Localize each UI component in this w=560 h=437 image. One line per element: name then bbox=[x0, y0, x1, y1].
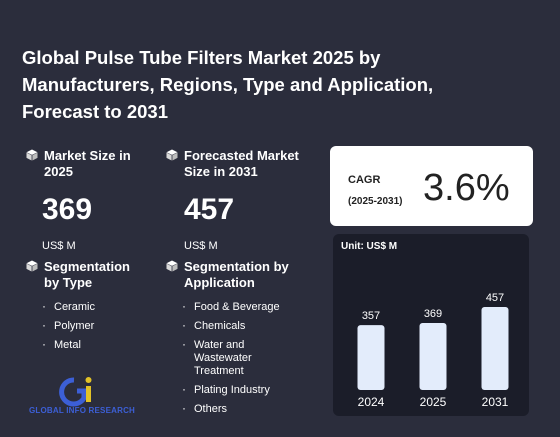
list-item: Ceramic bbox=[42, 300, 146, 314]
forecast-size-value: 457 bbox=[184, 193, 235, 226]
forecast-size-unit: US$ M bbox=[184, 240, 218, 252]
list-item: Water and Wastewater Treatment bbox=[182, 338, 304, 378]
chart-canvas: 357 2024 369 2025 457 2031 bbox=[357, 292, 509, 409]
cagr-label: CAGR bbox=[348, 174, 381, 186]
logo-text: GLOBAL INFO RESEARCH bbox=[28, 406, 136, 415]
market-size-label: Market Size in 2025 bbox=[44, 148, 131, 179]
segmentation-type-title: Segmentation by Type bbox=[44, 259, 130, 290]
bar-2031 bbox=[481, 307, 509, 390]
forecast-size-label: Forecasted Market Size in 2031 bbox=[184, 148, 299, 179]
type-list: Ceramic Polymer Metal bbox=[42, 300, 146, 352]
page-title: Global Pulse Tube Filters Market 2025 by… bbox=[22, 47, 434, 122]
bar-2025 bbox=[419, 322, 447, 390]
cagr-period: (2025-2031) bbox=[348, 196, 403, 207]
bar-value-label: 369 bbox=[424, 308, 442, 320]
cube-icon bbox=[26, 260, 38, 272]
x-tick-label: 2031 bbox=[482, 395, 509, 409]
bar-2024 bbox=[357, 325, 385, 390]
cube-icon bbox=[166, 149, 178, 161]
list-item: Chemicals bbox=[182, 319, 304, 333]
market-size-stat: Market Size in 2025 369 US$ M bbox=[26, 148, 146, 252]
application-list: Food & Beverage Chemicals Water and Wast… bbox=[182, 300, 304, 416]
list-item: Polymer bbox=[42, 319, 146, 333]
cube-icon bbox=[166, 260, 178, 272]
company-logo: GLOBAL INFO RESEARCH bbox=[22, 374, 142, 418]
segmentation-application-title: Segmentation by Application bbox=[184, 259, 289, 290]
chart-unit-label: Unit: US$ M bbox=[341, 241, 398, 252]
cagr-value: 3.6% bbox=[423, 167, 510, 209]
market-size-value: 369 bbox=[42, 193, 93, 226]
segmentation-application: Segmentation by Application Food & Bever… bbox=[166, 259, 316, 422]
x-tick-label: 2024 bbox=[358, 395, 385, 409]
segmentation-type: Segmentation by Type Ceramic Polymer Met… bbox=[26, 259, 146, 358]
bar-chart: Unit: US$ M 357 2024 369 2025 457 2031 bbox=[333, 234, 529, 416]
logo-mark-icon bbox=[59, 377, 92, 407]
list-item: Plating Industry bbox=[182, 383, 304, 397]
forecast-size-stat: Forecasted Market Size in 2031 457 US$ M bbox=[166, 148, 306, 252]
list-item: Food & Beverage bbox=[182, 300, 304, 314]
bar-value-label: 457 bbox=[486, 292, 504, 304]
list-item: Others bbox=[182, 402, 304, 416]
cube-icon bbox=[26, 149, 38, 161]
bar-value-label: 357 bbox=[362, 310, 380, 322]
cagr-card: CAGR (2025-2031) 3.6% bbox=[330, 146, 533, 226]
x-tick-label: 2025 bbox=[420, 395, 447, 409]
list-item: Metal bbox=[42, 338, 146, 352]
market-size-unit: US$ M bbox=[42, 240, 76, 252]
